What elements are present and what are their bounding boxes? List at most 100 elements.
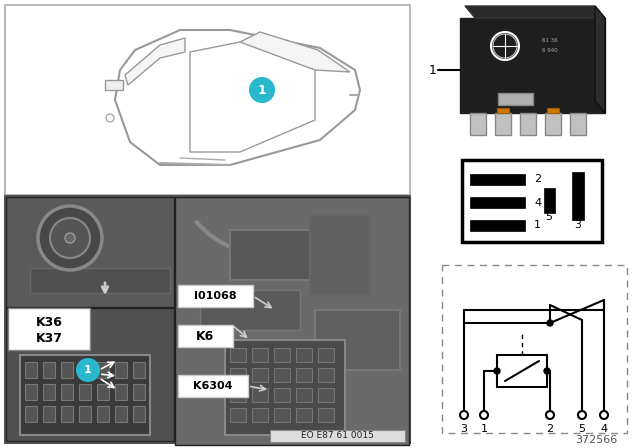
Bar xyxy=(61,406,73,422)
Bar xyxy=(20,355,150,435)
Polygon shape xyxy=(240,32,350,72)
Bar xyxy=(252,348,268,362)
Bar xyxy=(572,172,584,220)
FancyArrowPatch shape xyxy=(196,222,277,252)
Bar xyxy=(25,362,37,378)
Bar xyxy=(318,348,334,362)
Bar xyxy=(252,388,268,402)
Bar xyxy=(497,355,547,387)
Bar xyxy=(115,362,127,378)
Bar xyxy=(318,368,334,382)
Bar xyxy=(79,362,91,378)
Text: 2: 2 xyxy=(534,175,541,185)
Circle shape xyxy=(38,206,102,270)
Bar xyxy=(460,18,605,113)
Bar xyxy=(133,384,145,400)
Bar xyxy=(274,388,290,402)
Bar xyxy=(61,384,73,400)
Bar xyxy=(252,408,268,422)
Bar xyxy=(79,406,91,422)
Text: 1: 1 xyxy=(534,220,541,231)
Text: 372566: 372566 xyxy=(575,435,617,445)
Bar xyxy=(25,406,37,422)
Text: K6: K6 xyxy=(196,329,214,343)
Bar xyxy=(5,196,410,443)
Bar xyxy=(318,388,334,402)
Text: 1: 1 xyxy=(429,64,437,77)
Bar xyxy=(133,362,145,378)
Circle shape xyxy=(494,368,500,374)
Text: 5: 5 xyxy=(545,212,552,222)
Bar xyxy=(97,362,109,378)
Bar xyxy=(25,384,37,400)
Bar xyxy=(495,113,511,135)
Polygon shape xyxy=(595,6,605,113)
Bar xyxy=(570,113,586,135)
Polygon shape xyxy=(190,42,315,152)
Bar xyxy=(315,310,400,370)
Text: 4: 4 xyxy=(600,424,607,434)
Bar xyxy=(230,348,246,362)
Text: EO E87 61 0015: EO E87 61 0015 xyxy=(301,431,373,440)
Bar xyxy=(520,113,536,135)
Bar xyxy=(497,108,509,113)
Bar xyxy=(296,408,312,422)
Bar xyxy=(30,268,170,293)
Bar xyxy=(79,384,91,400)
Bar xyxy=(442,265,627,433)
Text: 1: 1 xyxy=(481,424,488,434)
Text: 5: 5 xyxy=(579,424,586,434)
Text: K37: K37 xyxy=(35,332,63,345)
Text: 3: 3 xyxy=(575,220,582,230)
Bar xyxy=(470,174,525,185)
Text: 3: 3 xyxy=(461,424,467,434)
Circle shape xyxy=(578,411,586,419)
Bar xyxy=(230,230,310,280)
Bar xyxy=(270,430,405,442)
Bar xyxy=(6,308,174,441)
Circle shape xyxy=(250,78,274,102)
Circle shape xyxy=(106,114,114,122)
Bar xyxy=(200,290,300,330)
Circle shape xyxy=(460,411,468,419)
Bar xyxy=(274,348,290,362)
Bar xyxy=(178,285,253,307)
Text: K6304: K6304 xyxy=(193,381,233,391)
Bar xyxy=(43,384,55,400)
Bar xyxy=(230,388,246,402)
Polygon shape xyxy=(465,6,605,18)
Bar xyxy=(8,308,90,350)
Bar xyxy=(61,362,73,378)
Bar xyxy=(105,80,123,90)
Bar xyxy=(296,388,312,402)
Text: 1: 1 xyxy=(84,365,92,375)
Bar xyxy=(175,197,409,445)
Polygon shape xyxy=(125,38,185,85)
Polygon shape xyxy=(115,30,360,165)
Circle shape xyxy=(65,233,75,243)
Bar xyxy=(318,408,334,422)
Bar xyxy=(43,406,55,422)
Bar xyxy=(252,368,268,382)
Bar xyxy=(178,375,248,397)
Bar xyxy=(462,160,602,242)
Circle shape xyxy=(546,411,554,419)
Bar xyxy=(498,93,533,105)
Bar xyxy=(6,197,174,307)
Circle shape xyxy=(491,32,519,60)
Bar xyxy=(133,406,145,422)
Bar xyxy=(230,408,246,422)
Bar xyxy=(5,5,410,195)
Text: 61 36: 61 36 xyxy=(542,38,558,43)
Text: 6 940: 6 940 xyxy=(542,47,558,52)
Bar xyxy=(470,220,525,231)
Circle shape xyxy=(544,368,550,374)
Bar xyxy=(544,188,555,213)
Bar xyxy=(97,406,109,422)
Text: 2: 2 xyxy=(547,424,554,434)
Circle shape xyxy=(77,359,99,381)
Bar xyxy=(43,362,55,378)
Text: K36: K36 xyxy=(36,315,63,328)
Bar xyxy=(296,368,312,382)
Bar xyxy=(178,325,233,347)
